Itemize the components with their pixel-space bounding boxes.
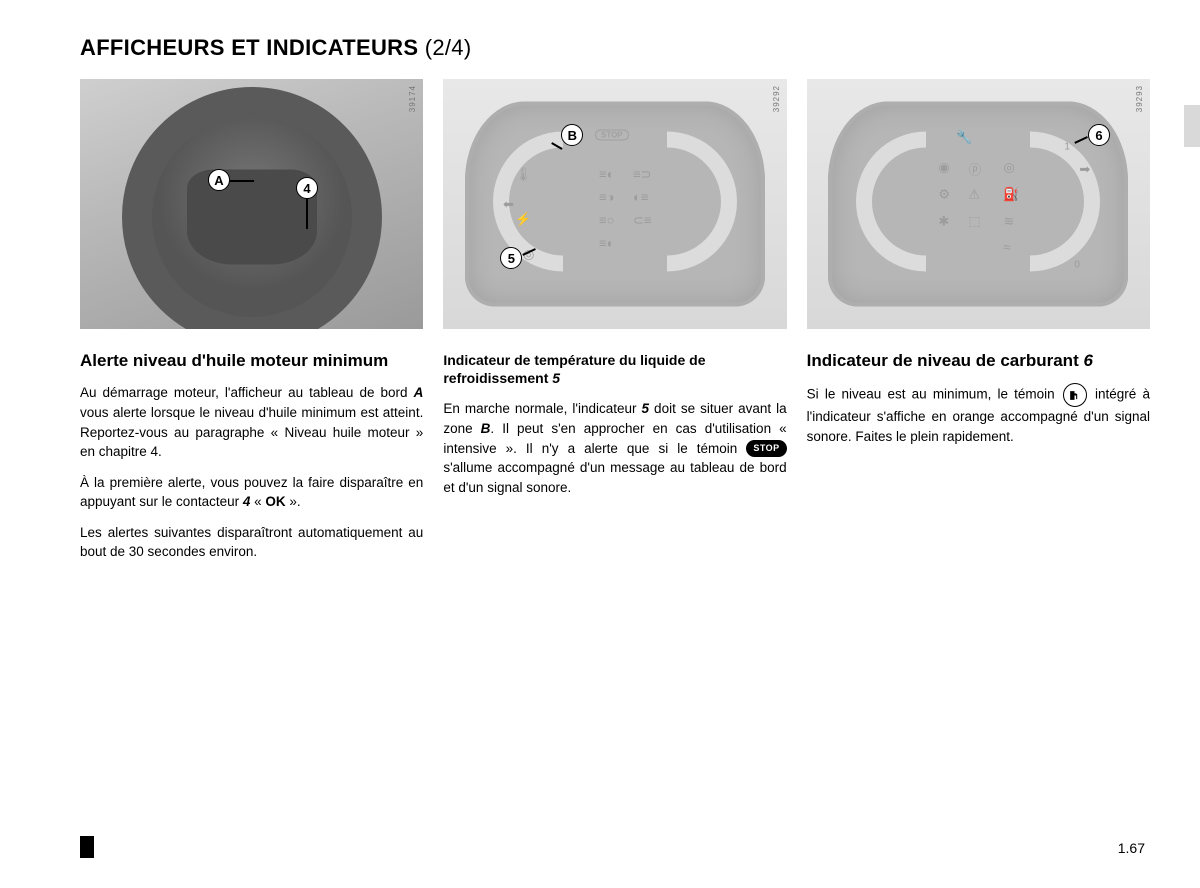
wrench-icon: 🔧 bbox=[956, 130, 972, 146]
traction-icon: ≈ bbox=[1003, 240, 1010, 255]
col1-p1: Au démarrage moteur, l'afficheur au tabl… bbox=[80, 383, 423, 461]
tpms-icon: ⚠ bbox=[968, 187, 980, 203]
left-arrow-icon: ⬅ bbox=[503, 197, 514, 213]
column-3: 🔧 ◉ ⓟ ◎ ⚙ ⚠ ⛽ ✱ ⬚ ≋ ≈ ➡ 1 0 39293 6 Indi… bbox=[807, 79, 1150, 573]
figure-steering-wheel: 39174 A 4 bbox=[80, 79, 423, 329]
callout-A: A bbox=[208, 169, 230, 191]
coolant-temp-icon: 🌡 bbox=[515, 167, 532, 183]
figure-fuel-gauge: 🔧 ◉ ⓟ ◎ ⚙ ⚠ ⛽ ✱ ⬚ ≋ ≈ ➡ 1 0 39293 6 bbox=[807, 79, 1150, 329]
autobeam-icon: ≡◐ bbox=[599, 236, 614, 251]
callout-4: 4 bbox=[296, 177, 318, 199]
powersteering-icon: ◎ bbox=[1003, 160, 1014, 176]
positionlight-icon: ≡○ bbox=[599, 213, 614, 228]
gauge-1: 1 bbox=[1064, 142, 1070, 153]
abs-icon: ◉ bbox=[938, 160, 949, 176]
column-2: STOP ≡◐ ≡⊃ ≡◑ ◐≡ ≡○ ⊂≡ ≡◐ 🌡 ⚡ ◎ ⬅ 39292 … bbox=[443, 79, 786, 573]
checkengine-icon: ⚙ bbox=[938, 187, 950, 203]
lowbeam-icon: ≡◑ bbox=[599, 190, 614, 205]
page-number: 1.67 bbox=[1118, 840, 1145, 856]
esc-icon: ≋ bbox=[1003, 214, 1014, 230]
col2-p1: En marche normale, l'indicateur 5 doit s… bbox=[443, 399, 786, 497]
col1-p3: Les alertes suivantes disparaîtront auto… bbox=[80, 523, 423, 562]
fuel-pump-icon bbox=[1063, 383, 1087, 407]
figure-coolant-gauge: STOP ≡◐ ≡⊃ ≡◑ ◐≡ ≡○ ⊂≡ ≡◐ 🌡 ⚡ ◎ ⬅ 39292 … bbox=[443, 79, 786, 329]
highbeam-icon: ≡◐ bbox=[599, 167, 614, 182]
col1-p2: À la première alerte, vous pouvez la fai… bbox=[80, 473, 423, 512]
gauge-0: 0 bbox=[1074, 260, 1080, 271]
right-arrow-icon: ➡ bbox=[1079, 162, 1090, 178]
battery-icon: ⚡ bbox=[515, 212, 531, 228]
figure-id-2: 39292 bbox=[772, 85, 781, 112]
fuel-icon: ⛽ bbox=[1003, 187, 1019, 203]
rearfog-icon: ◐≡ bbox=[633, 190, 648, 205]
columns: 39174 A 4 Alerte niveau d'huile moteur m… bbox=[80, 79, 1150, 573]
title-counter: (2/4) bbox=[425, 35, 472, 60]
door-icon: ⬚ bbox=[968, 214, 980, 230]
stop-icon: STOP bbox=[595, 130, 629, 141]
page-title: AFFICHEURS ET INDICATEURS (2/4) bbox=[80, 35, 1150, 61]
page-tab bbox=[80, 836, 94, 858]
col1-heading: Alerte niveau d'huile moteur minimum bbox=[80, 351, 423, 371]
airbag-icon: ✱ bbox=[938, 214, 949, 230]
stop-pill-icon: STOP bbox=[746, 440, 786, 457]
figure-id-1: 39174 bbox=[408, 85, 417, 112]
turnsignal-icon: ⊂≡ bbox=[633, 213, 651, 229]
column-1: 39174 A 4 Alerte niveau d'huile moteur m… bbox=[80, 79, 423, 573]
side-tab bbox=[1184, 105, 1200, 147]
col2-heading: Indicateur de température du liquide de … bbox=[443, 351, 786, 387]
col3-p1: Si le niveau est au minimum, le témoin i… bbox=[807, 383, 1150, 446]
figure-id-3: 39293 bbox=[1135, 85, 1144, 112]
col3-heading: Indicateur de niveau de carburant 6 bbox=[807, 351, 1150, 371]
title-main: AFFICHEURS ET INDICATEURS bbox=[80, 35, 425, 60]
callout-6: 6 bbox=[1088, 124, 1110, 146]
parkbrake-icon: ⓟ bbox=[968, 160, 981, 179]
foglight-icon: ≡⊃ bbox=[633, 167, 651, 183]
